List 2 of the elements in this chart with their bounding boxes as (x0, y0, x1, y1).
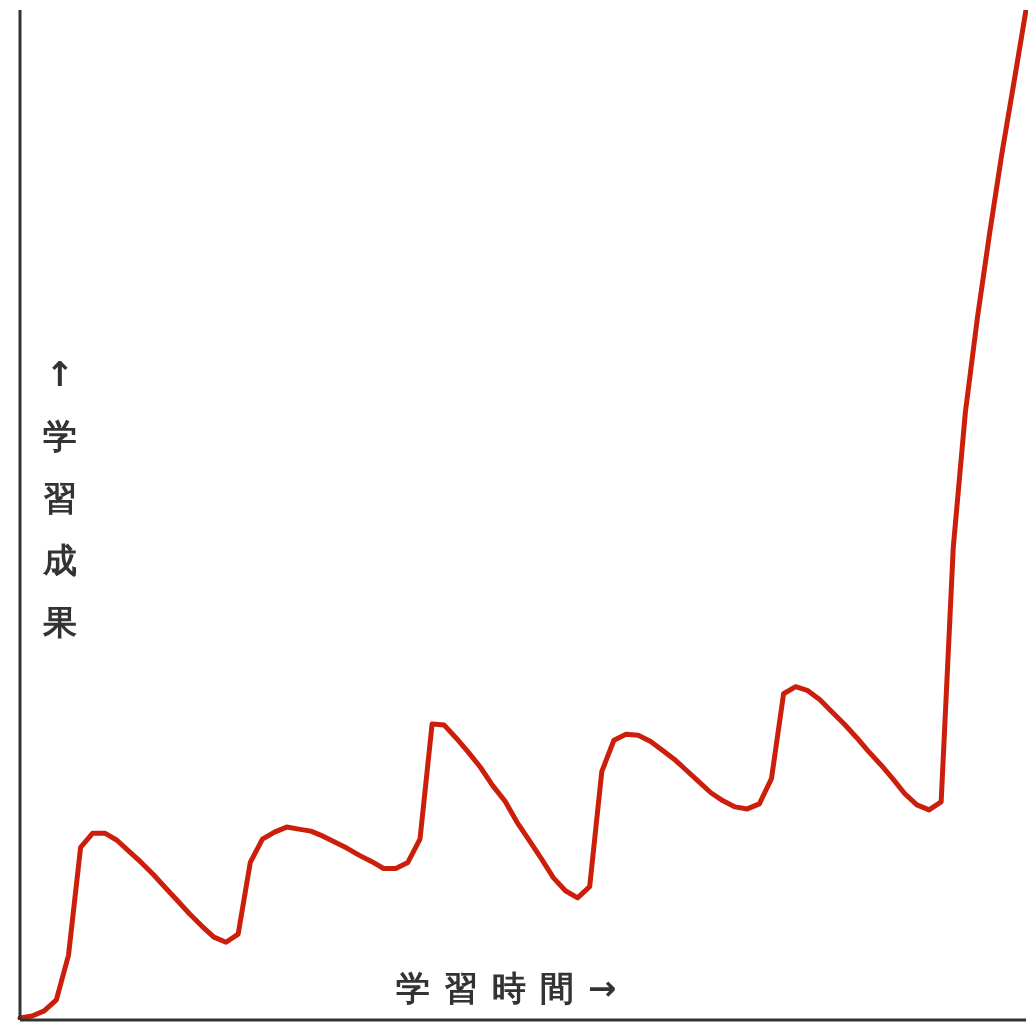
x-axis-title: 学習時間→ (396, 967, 631, 1010)
y-axis-title: ↑学習成果 (43, 353, 77, 644)
